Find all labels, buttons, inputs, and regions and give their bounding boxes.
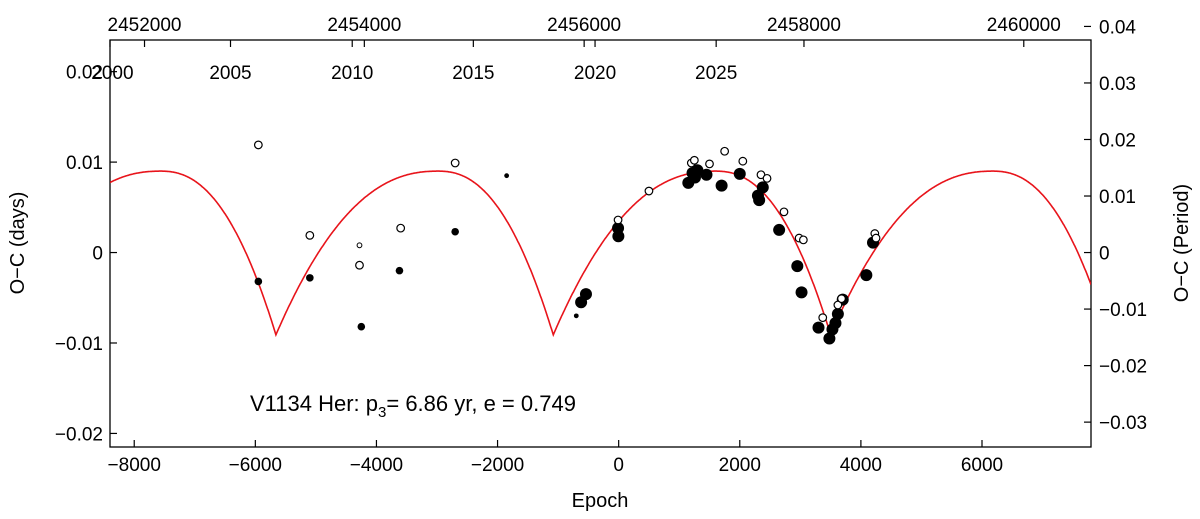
jd-tick-label: 2452000 xyxy=(108,15,182,36)
jd-tick-label: 2454000 xyxy=(327,15,401,36)
secondary-minimum-point xyxy=(871,233,881,243)
secondary-minimum-point xyxy=(705,159,714,169)
primary-minimum-point xyxy=(357,322,366,331)
right-y-tick-label: −0.02 xyxy=(1099,357,1147,378)
right-y-tick-label: 0.03 xyxy=(1099,74,1136,95)
primary-minimum-point xyxy=(700,168,713,181)
year-tick-label: 2010 xyxy=(331,63,373,84)
primary-minimum-point xyxy=(829,317,842,330)
right-y-axis-title: O−C (Period) xyxy=(1171,184,1193,302)
jd-tick-label: 2456000 xyxy=(547,15,621,36)
secondary-minimum-point xyxy=(833,300,843,310)
right-y-tick-label: −0.01 xyxy=(1099,300,1147,321)
primary-minimum-point xyxy=(579,288,592,301)
fit-curve-layer xyxy=(110,170,1091,338)
x-tick-label: −6000 xyxy=(229,455,282,476)
secondary-minimum-point xyxy=(450,158,460,168)
left-y-tick-label: 0.02 xyxy=(66,63,103,84)
primary-minimum-point xyxy=(306,274,314,282)
primary-minimum-point xyxy=(831,308,844,321)
x-tick-label: −8000 xyxy=(108,455,161,476)
primary-minimum-point xyxy=(753,194,766,207)
secondary-minimum-point xyxy=(689,155,699,165)
left-y-axis-title: O−C (days) xyxy=(7,192,29,295)
primary-minimum-point xyxy=(860,269,873,282)
secondary-minimum-point xyxy=(396,223,406,233)
primary-minimum-point xyxy=(733,167,746,180)
year-tick-label: 2020 xyxy=(574,63,616,84)
primary-minimum-point xyxy=(795,286,808,299)
year-tick-label: 2025 xyxy=(695,63,737,84)
x-tick-label: 0 xyxy=(613,455,624,476)
year-tick-label: 2005 xyxy=(209,63,251,84)
secondary-minimum-point xyxy=(355,260,364,270)
secondary-minimum-point xyxy=(818,313,828,323)
secondary-minimum-point xyxy=(644,186,654,196)
secondary-minimum-point xyxy=(738,156,748,166)
x-tick-label: −4000 xyxy=(350,455,403,476)
year-tick-label: 2000 xyxy=(91,63,133,84)
jd-tick-label: 2458000 xyxy=(767,15,841,36)
primary-minimum-point xyxy=(791,260,804,273)
right-y-tick-label: −0.03 xyxy=(1099,413,1147,434)
plot-frame xyxy=(109,39,1092,448)
secondary-minimum-point xyxy=(762,173,772,183)
primary-minimum-point xyxy=(715,179,728,192)
data-points-layer xyxy=(253,140,881,345)
axis-ticks xyxy=(109,25,1091,447)
annotation-subscript: 3 xyxy=(378,404,386,421)
left-y-tick-label: −0.02 xyxy=(55,424,103,445)
right-y-tick-label: 0 xyxy=(1099,244,1110,265)
secondary-minimum-point xyxy=(798,235,808,245)
primary-minimum-point xyxy=(573,313,579,319)
secondary-minimum-point xyxy=(356,242,363,249)
secondary-minimum-point xyxy=(305,230,315,240)
primary-minimum-point xyxy=(773,223,786,236)
secondary-minimum-point xyxy=(779,207,789,217)
secondary-minimum-point xyxy=(720,146,730,156)
left-y-tick-label: 0.01 xyxy=(66,153,103,174)
axis-labels-layer: −8000 −6000 −4000 −2000 0 2000 4000 6000 0.02 0.0… xyxy=(55,15,1147,476)
left-y-tick-label: 0 xyxy=(92,244,103,265)
jd-tick-label: 2460000 xyxy=(987,15,1061,36)
x-tick-label: 4000 xyxy=(840,455,882,476)
year-tick-label: 2015 xyxy=(452,63,494,84)
secondary-minimum-point xyxy=(253,140,263,150)
secondary-minimum-point xyxy=(837,294,846,304)
x-tick-label: 2000 xyxy=(719,455,761,476)
annotation-prefix: V1134 Her: p xyxy=(250,391,378,416)
x-axis-title: Epoch xyxy=(572,490,629,512)
secondary-minimum-point xyxy=(613,215,623,225)
annotation-suffix: = 6.86 yr, e = 0.749 xyxy=(386,391,576,416)
primary-minimum-point xyxy=(395,266,404,275)
primary-minimum-point xyxy=(756,181,769,194)
primary-minimum-point xyxy=(691,164,704,177)
right-y-tick-label: 0.01 xyxy=(1099,187,1136,208)
fit-curve xyxy=(110,170,1091,338)
primary-minimum-point xyxy=(812,321,825,334)
fit-annotation: V1134 Her: p3= 6.86 yr, e = 0.749 xyxy=(250,391,576,421)
primary-minimum-point xyxy=(451,227,459,236)
x-tick-label: 6000 xyxy=(961,455,1003,476)
primary-minimum-point xyxy=(823,332,836,345)
right-y-tick-label: 0.02 xyxy=(1099,130,1136,151)
primary-minimum-point xyxy=(504,173,510,179)
x-tick-label: −2000 xyxy=(471,455,524,476)
left-y-tick-label: −0.01 xyxy=(55,334,103,355)
primary-minimum-point xyxy=(254,277,263,286)
right-y-tick-label: 0.04 xyxy=(1099,17,1136,38)
primary-minimum-point xyxy=(612,230,625,243)
